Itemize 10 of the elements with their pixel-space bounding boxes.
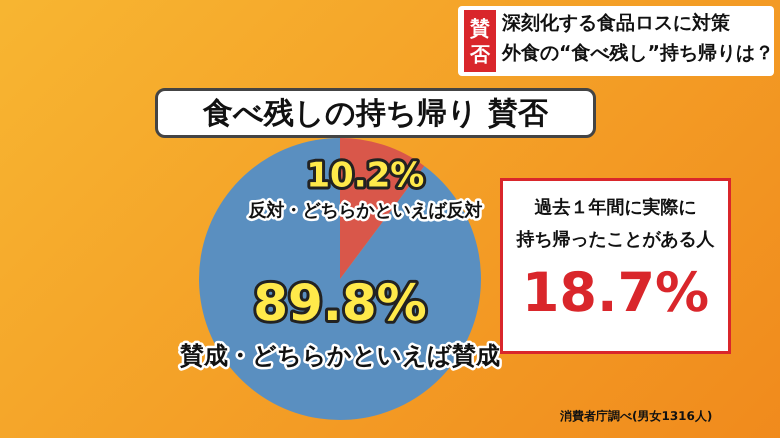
chart-title: 食べ残しの持ち帰り 賛否 <box>155 88 596 138</box>
text: 過去１年間に実際に <box>534 196 698 219</box>
text: 賛否 <box>469 15 491 67</box>
text: 18.7% <box>520 261 710 324</box>
data-label: 89.8% <box>253 274 427 332</box>
text: 深刻化する食品ロスに対策 <box>502 11 730 36</box>
slice-label: 反対・どちらかといえば反対 <box>247 200 482 222</box>
text: 消費者庁調べ(男女1316人) <box>560 408 712 425</box>
text: 持ち帰ったことがある人 <box>515 228 716 251</box>
text: 外食の“食べ残し”持ち帰りは？ <box>502 41 774 66</box>
